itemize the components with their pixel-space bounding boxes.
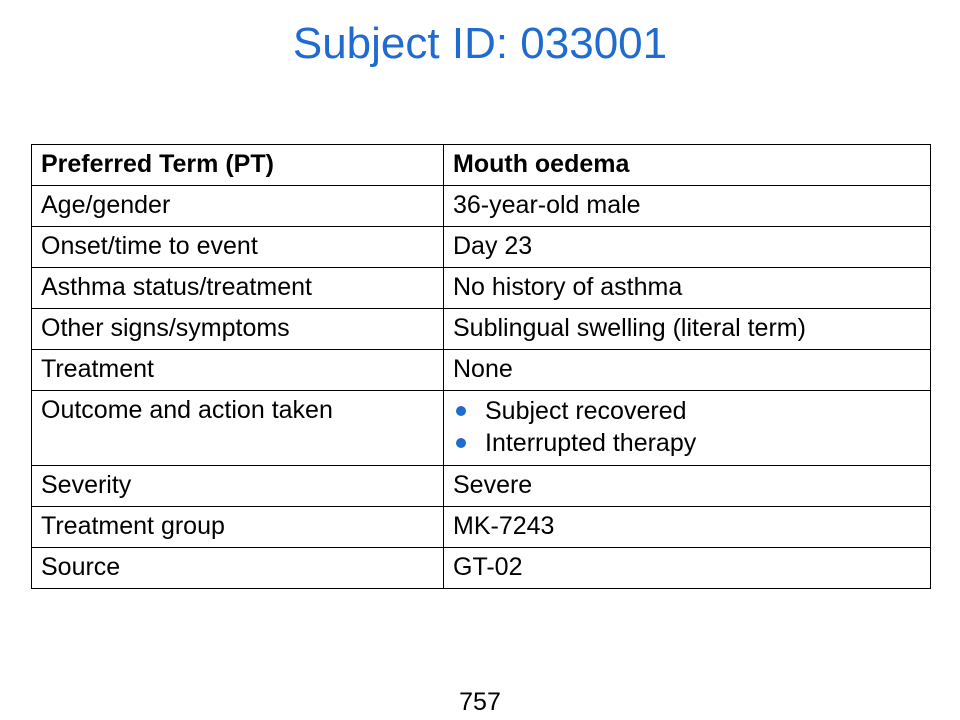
row-value-cell: No history of asthma [443,267,931,309]
bullet-icon [456,438,466,448]
table-row: Treatment None [31,349,931,391]
row-label-cell: Outcome and action taken [31,390,444,466]
row-value-cell: GT-02 [443,547,931,589]
table-row: Onset/time to event Day 23 [31,226,931,268]
table-row: Age/gender 36-year-old male [31,185,931,227]
row-value-cell: Severe [443,465,931,507]
table-row: Source GT-02 [31,547,931,589]
row-value-cell: MK-7243 [443,506,931,548]
bullet-icon [456,406,466,416]
row-label-cell: Source [31,547,444,589]
list-item-text: Subject recovered [485,397,687,425]
row-value-cell: Day 23 [443,226,931,268]
page-title: Subject ID: 033001 [292,19,668,68]
table-header-row: Preferred Term (PT) Mouth oedema [31,144,931,186]
subject-info-table: Preferred Term (PT) Mouth oedema Age/gen… [31,144,931,589]
row-label-cell: Age/gender [31,185,444,227]
row-label-cell: Severity [31,465,444,507]
row-value-cell: None [443,349,931,391]
table-row: Other signs/symptoms Sublingual swelling… [31,308,931,350]
table-row: Severity Severe [31,465,931,507]
row-value-cell: 36-year-old male [443,185,931,227]
header-label-cell: Preferred Term (PT) [31,144,444,186]
table-row: Treatment group MK-7243 [31,506,931,548]
row-label-cell: Asthma status/treatment [31,267,444,309]
row-value-cell: Sublingual swelling (literal term) [443,308,931,350]
row-label-cell: Treatment [31,349,444,391]
table-row: Asthma status/treatment No history of as… [31,267,931,309]
row-value-cell: Subject recovered Interrupted therapy [443,390,931,466]
row-label-cell: Treatment group [31,506,444,548]
page-number: 757 [459,688,501,716]
table-row: Outcome and action taken Subject recover… [31,390,931,466]
outcome-list: Subject recovered Interrupted therapy [453,395,922,459]
row-label-cell: Onset/time to event [31,226,444,268]
list-item: Interrupted therapy [453,427,922,459]
row-label-cell: Other signs/symptoms [31,308,444,350]
header-value-cell: Mouth oedema [443,144,931,186]
list-item: Subject recovered [453,395,922,427]
list-item-text: Interrupted therapy [485,429,697,457]
